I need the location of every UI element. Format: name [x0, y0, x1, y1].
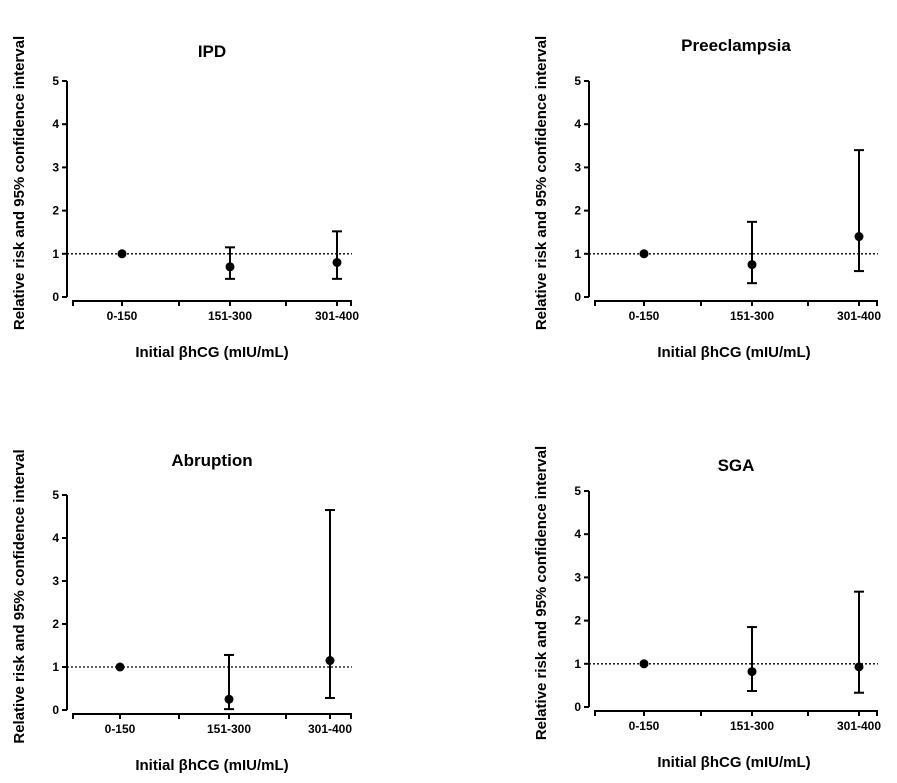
- x-axis-label: Initial βhCG (mIU/mL): [657, 754, 810, 771]
- x-tick-label: 301-400: [837, 719, 881, 733]
- y-tick-label: 1: [574, 247, 581, 261]
- y-axis-label: Relative risk and 95% confidence interva…: [533, 36, 550, 330]
- data-point: [325, 656, 335, 666]
- x-tick-label: 0-150: [107, 309, 138, 323]
- x-tick-label: 151-300: [208, 309, 252, 323]
- chart-panel-1: IPD 0 1 2 3 4 5 0-150 151-300 301-400 Initial βhCG…: [11, 36, 359, 361]
- y-tick-label: 4: [574, 527, 581, 541]
- data-point: [639, 659, 649, 669]
- x-tick-label: 301-400: [837, 309, 881, 323]
- y-tick-label: 0: [574, 700, 581, 714]
- x-tick-label: 0-150: [629, 719, 660, 733]
- x-tick-label: 151-300: [730, 719, 774, 733]
- data-point: [224, 694, 234, 704]
- y-tick-label: 5: [52, 488, 59, 502]
- chart-title: SGA: [718, 456, 755, 475]
- y-tick-label: 5: [574, 484, 581, 498]
- data-point: [747, 260, 757, 270]
- y-tick-label: 2: [574, 614, 581, 628]
- chart-title: Abruption: [171, 451, 252, 470]
- chart-panel-3: Abruption 0 1 2 3 4 5 0-150 151-300 301-400 Initia…: [11, 449, 352, 774]
- x-axis-label: Initial βhCG (mIU/mL): [657, 344, 810, 361]
- data-point: [332, 257, 342, 267]
- data-point: [747, 667, 757, 677]
- y-tick-label: 0: [574, 290, 581, 304]
- x-tick-label: 151-300: [730, 309, 774, 323]
- y-tick-label: 1: [574, 657, 581, 671]
- chart-title: Preeclampsia: [681, 36, 791, 55]
- y-tick-label: 3: [574, 160, 581, 174]
- y-tick-label: 0: [52, 290, 59, 304]
- y-tick-label: 3: [52, 160, 59, 174]
- x-axis-label: Initial βhCG (mIU/mL): [135, 757, 288, 774]
- y-tick-label: 1: [52, 660, 59, 674]
- chart-title: IPD: [198, 42, 226, 61]
- chart-panel-2: Preeclampsia 0 1 2 3 4 5 0-150 151-300 301-400 Ini…: [533, 36, 881, 361]
- y-tick-label: 3: [52, 574, 59, 588]
- x-tick-label: 0-150: [629, 309, 660, 323]
- data-point: [854, 662, 864, 672]
- x-tick-label: 151-300: [207, 722, 251, 736]
- x-tick-label: 0-150: [105, 722, 136, 736]
- chart-panel-4: SGA 0 1 2 3 4 5 0-150 151-300 301-400 Initial βhCG…: [533, 446, 881, 771]
- y-axis-label: Relative risk and 95% confidence interva…: [533, 446, 550, 740]
- x-tick-label: 301-400: [308, 722, 352, 736]
- x-tick-label: 301-400: [315, 309, 359, 323]
- data-point: [854, 232, 864, 242]
- y-tick-label: 0: [52, 703, 59, 717]
- y-tick-label: 1: [52, 247, 59, 261]
- data-point: [117, 249, 127, 259]
- y-tick-label: 2: [574, 204, 581, 218]
- data-point: [115, 662, 125, 672]
- y-tick-label: 2: [52, 617, 59, 631]
- y-axis-label: Relative risk and 95% confidence interva…: [11, 36, 28, 330]
- y-tick-label: 4: [574, 117, 581, 131]
- y-tick-label: 5: [52, 74, 59, 88]
- y-tick-label: 4: [52, 117, 59, 131]
- data-point: [225, 262, 235, 272]
- y-tick-label: 5: [574, 74, 581, 88]
- y-axis-label: Relative risk and 95% confidence interva…: [11, 449, 28, 743]
- y-tick-label: 3: [574, 570, 581, 584]
- x-axis-label: Initial βhCG (mIU/mL): [135, 344, 288, 361]
- data-point: [639, 249, 649, 259]
- y-tick-label: 2: [52, 204, 59, 218]
- y-tick-label: 4: [52, 531, 59, 545]
